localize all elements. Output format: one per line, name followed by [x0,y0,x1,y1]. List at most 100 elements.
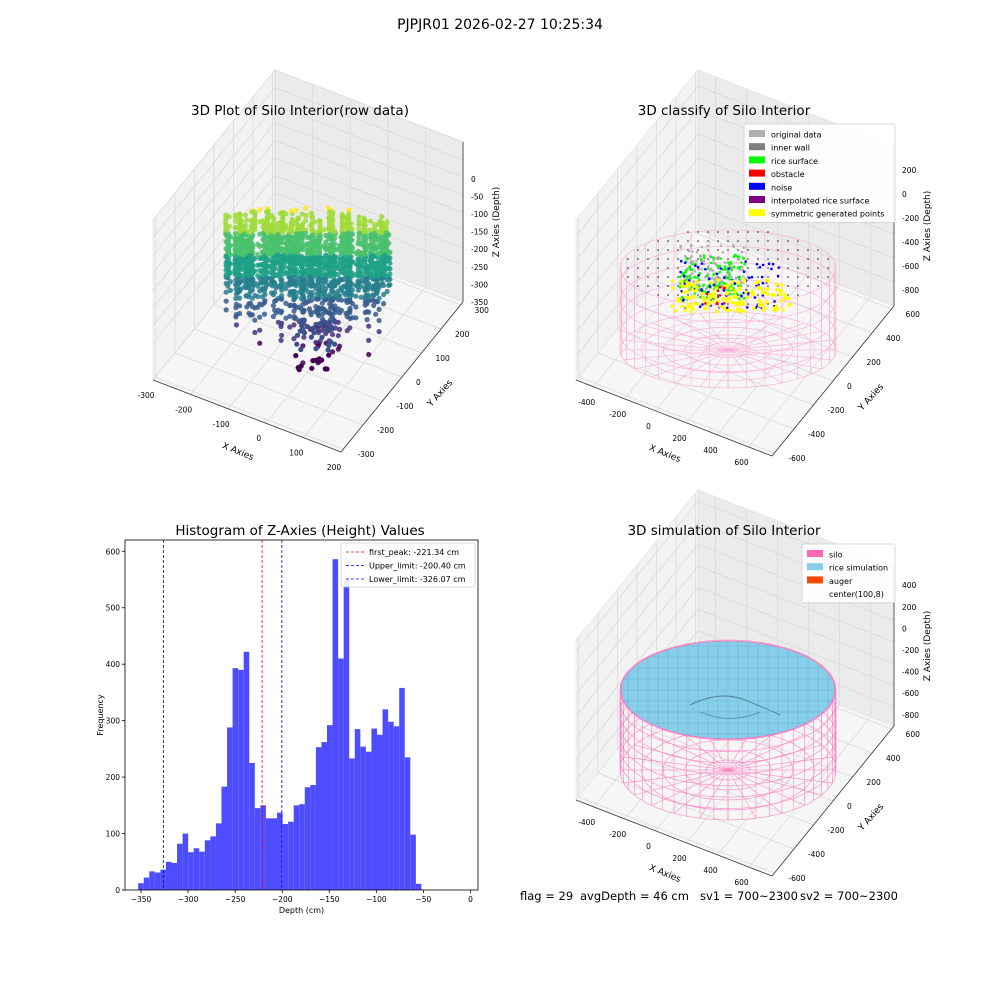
simulation-ytick: 400 [886,754,901,763]
raw-xtick: -200 [175,405,192,414]
histogram-legend-label: Upper_limit: -200.40 cm [369,562,466,571]
raw-plot-title: 3D Plot of Silo Interior(row data) [191,103,409,119]
classify-ztick: -800 [902,286,919,295]
raw-xtick: 200 [327,463,342,472]
histogram-xtick-label: −50 [415,895,431,904]
histogram-bar [171,862,178,890]
simulation-ytick: 0 [847,802,852,811]
classify-legend-label: inner wall [771,144,810,153]
simulation-surface-ridge [699,711,761,719]
raw-axis-lines [152,142,464,453]
simulation-ytick: -200 [827,826,844,835]
classify-ytick: -200 [827,406,844,415]
histogram-bar [215,823,222,890]
simulation-3d-plot: -400 -200 0 200 400 600 600 400 200 0 -200 -400 -600… [575,489,933,887]
simulation-ztick: -600 [902,689,919,698]
simulation-zlabel: Z Axies (Depth) [923,611,933,682]
simulation-xtick: -200 [609,830,626,839]
histogram-bar [177,843,183,890]
histogram-ytick-label: 300 [106,717,121,726]
raw-data-3d-plot: -300 -200 -100 0 100 200 300 200 100 0 -100 -200 -30… [137,69,502,472]
histogram-xtick-label: −150 [319,895,340,904]
raw-ztick: 0 [471,175,476,184]
raw-ytick: 100 [436,354,451,363]
histogram-xtick-label: −350 [131,895,152,904]
raw-ztick: -250 [471,263,488,272]
histogram-ytick-label: 0 [115,886,120,895]
status-sv2: sv2 = 700~2300 [800,889,898,903]
classify-ztick: -400 [902,238,919,247]
histogram-xlabel: Depth (cm) [279,906,324,915]
histogram-ylabel: Frequency [96,694,105,736]
classify-xtick: -200 [609,410,626,419]
histogram-bar [388,721,394,890]
histogram-bar [249,762,255,890]
raw-ylabel: Y Axies [425,378,455,410]
simulation-legend-swatch [807,550,823,557]
simulation-ztick: 200 [902,603,917,612]
histogram-bar [271,818,278,890]
raw-xtick: 0 [256,434,261,443]
histogram-bar [365,751,372,890]
simulation-xtick: 600 [734,878,749,887]
classify-ytick: 0 [847,382,852,391]
classify-legend-swatch [749,156,765,164]
raw-ytick: 300 [475,306,490,315]
histogram-legend-label: Lower_limit: -326.07 cm [369,575,466,584]
histogram-bar [210,836,216,890]
simulation-plot-title: 3D simulation of Silo Interior [627,523,821,539]
classify-ytick: 600 [906,310,921,319]
classify-ytick: 400 [886,334,901,343]
histogram-bar [143,877,150,890]
classify-legend-swatch [749,196,765,203]
simulation-ytick: -600 [788,874,805,883]
simulation-xtick: -400 [578,818,595,827]
histogram-bar [415,883,422,890]
raw-zlabel: Z Axies (Depth) [492,187,502,258]
raw-ytick: 200 [455,330,470,339]
histogram-frame [124,539,479,891]
simulation-ztick: 400 [902,581,917,590]
raw-xtick: -300 [137,391,154,400]
simulation-ztick: -400 [902,668,919,677]
classify-ztick: -200 [902,214,919,223]
histogram-bar [138,883,144,890]
simulation-ylabel: Y Axies [856,802,886,834]
histogram-bar [149,871,155,890]
figure-title: PJPJR01 2026-02-27 10:25:34 [397,17,603,33]
classify-xtick: 200 [672,434,687,443]
classify-xlabel: X Axies [647,443,682,465]
classify-points [670,243,792,314]
histogram-bar [160,869,166,890]
histogram-xtick-label: −200 [272,895,293,904]
histogram-bar [332,559,339,890]
simulation-legend-label: center(100,8) [829,590,884,599]
histogram-bar [232,668,239,890]
raw-ztick: -200 [471,245,488,254]
classify-xtick: -400 [578,398,595,407]
raw-point-cloud [223,205,393,373]
histogram-bar [410,834,416,890]
histogram-bar [182,833,189,890]
classify-ylabel: Y Axies [856,382,886,414]
simulation-xlabel: X Axies [647,863,682,885]
classify-legend-swatch [749,169,765,177]
histogram-bar [221,786,228,890]
simulation-legend-label: silo [829,551,843,560]
histogram-xtick-label: −300 [178,895,199,904]
histogram-bar [299,804,305,890]
raw-ztick: -350 [471,298,488,307]
classify-legend-box [743,123,896,223]
histogram-ytick-label: 400 [106,660,121,669]
histogram-bar [404,757,411,890]
classify-ztick: -600 [902,262,919,271]
simulation-legend-label: auger [829,577,853,586]
classify-ztick: 200 [902,166,917,175]
histogram-bar [238,669,244,890]
histogram-bar [265,818,272,890]
raw-ytick: -100 [396,402,413,411]
raw-ztick: -100 [471,210,488,219]
histogram-bar [360,746,366,890]
classify-legend-swatch [749,130,765,137]
